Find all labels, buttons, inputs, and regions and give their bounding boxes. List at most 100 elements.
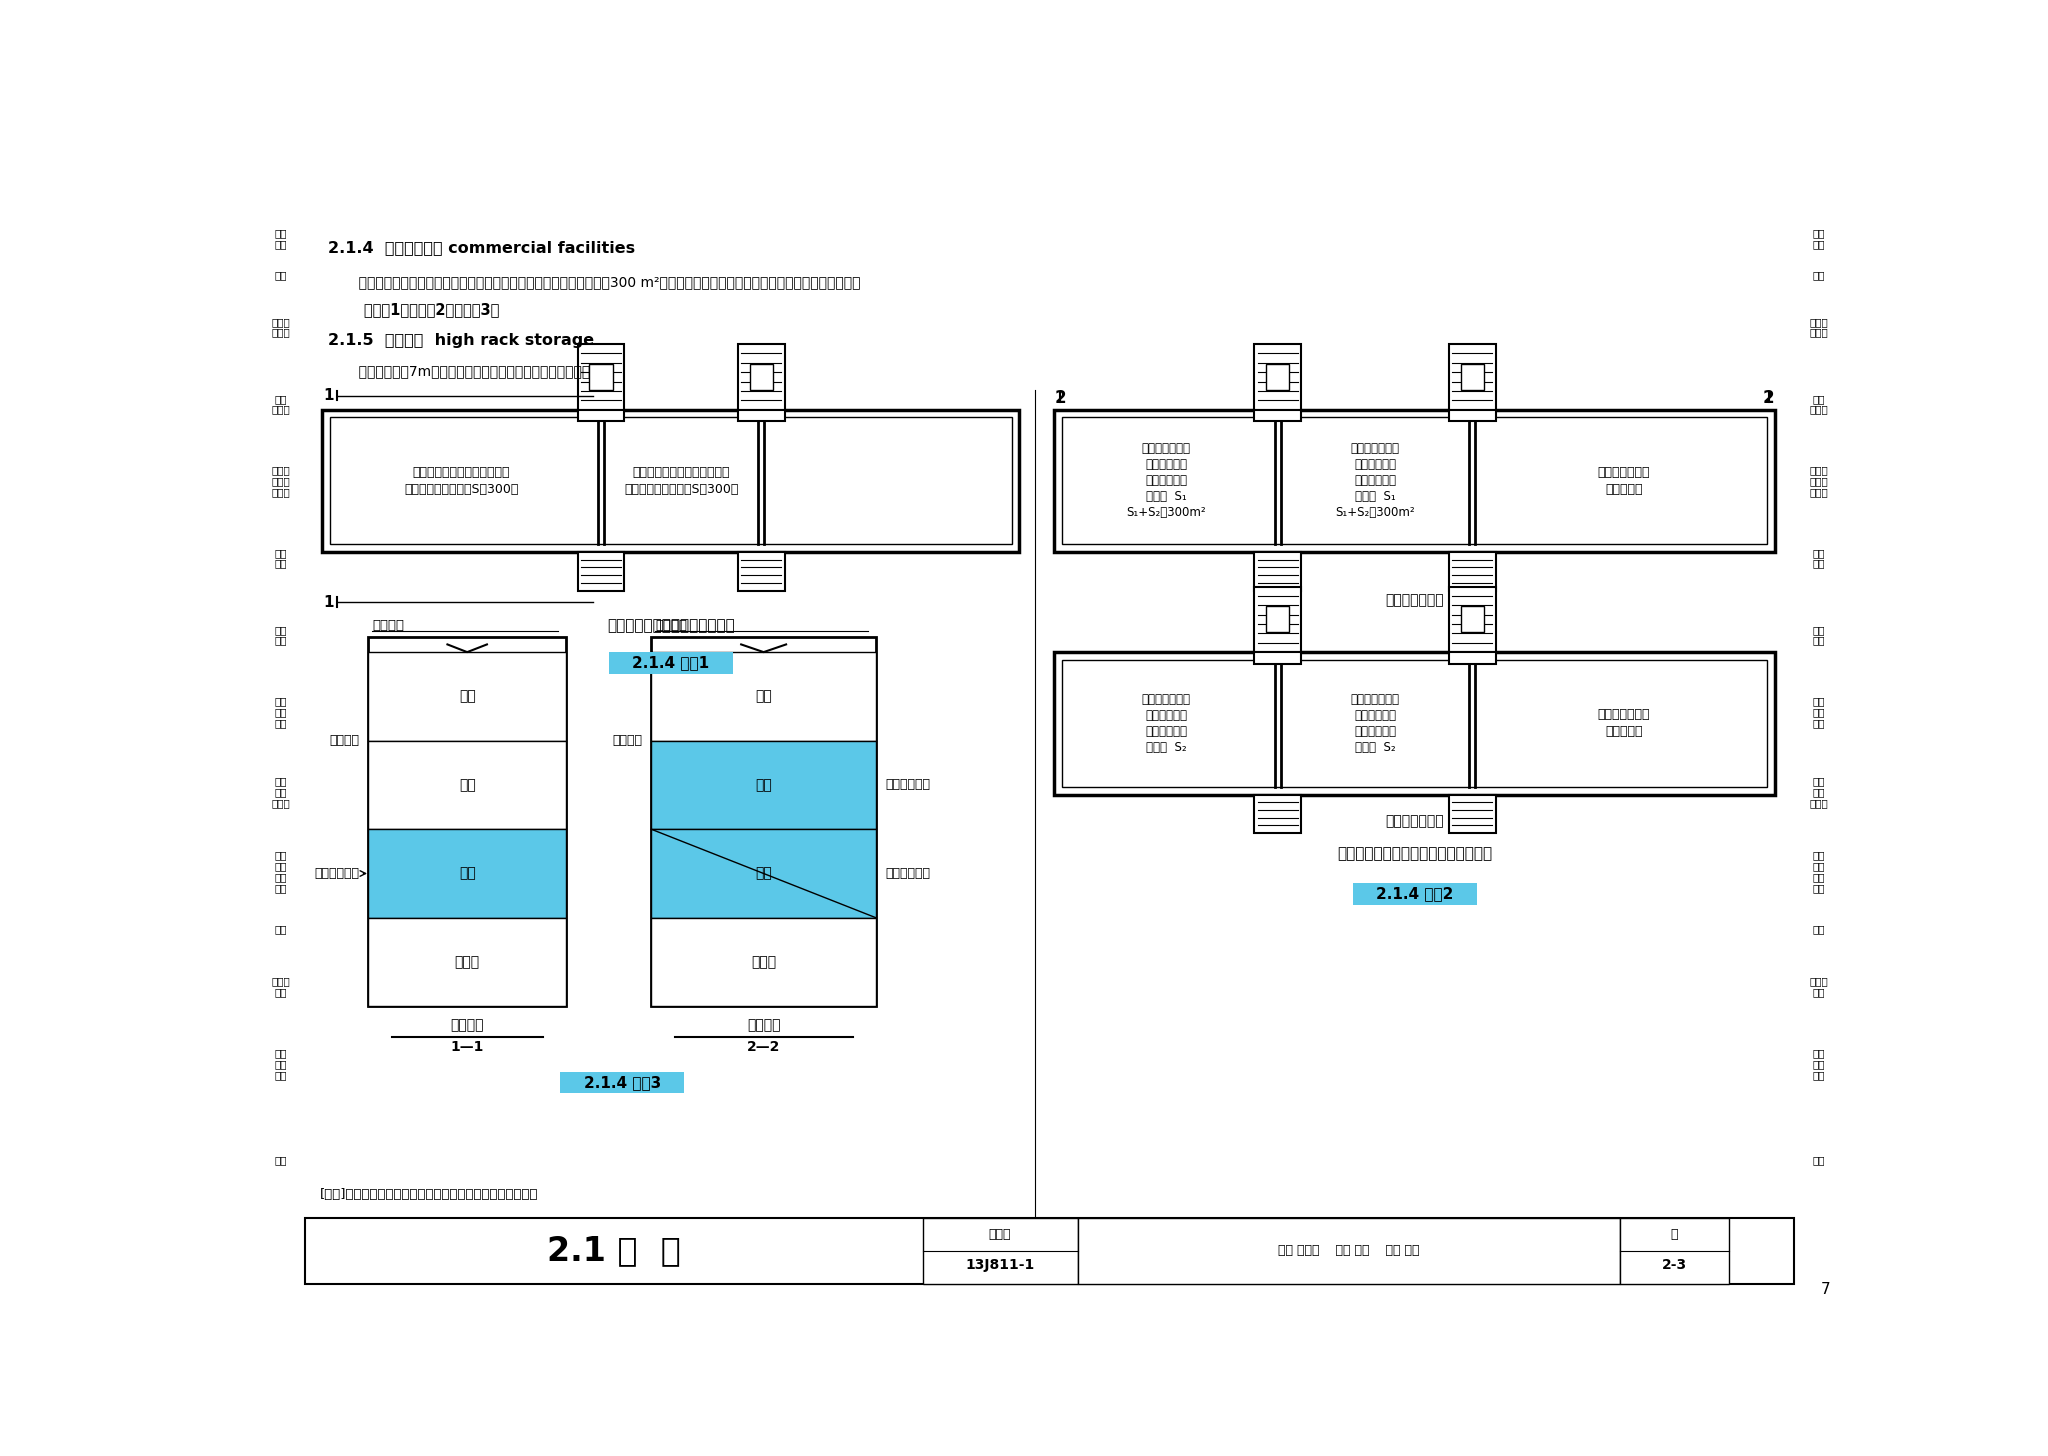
- Text: 1: 1: [324, 389, 334, 403]
- Bar: [1794, 1219, 1843, 1284]
- Text: 首层为商业服务网点的住宅建筑: 首层为商业服务网点的住宅建筑: [606, 617, 735, 633]
- Bar: [737, 552, 784, 591]
- Bar: [922, 1219, 1077, 1284]
- Bar: [369, 830, 565, 917]
- Bar: [1055, 409, 1776, 552]
- Bar: [578, 409, 625, 421]
- Bar: [1450, 409, 1495, 421]
- Text: 商业服务网点: 商业服务网点: [313, 866, 358, 879]
- Bar: [608, 652, 733, 674]
- Text: 2.1.4 图示1: 2.1.4 图示1: [633, 655, 709, 670]
- Text: 灭火
设施
救援: 灭火 设施 救援: [274, 696, 287, 728]
- Bar: [651, 917, 877, 1006]
- Text: 厂和
仓房库: 厂和 仓房库: [270, 393, 289, 415]
- Text: 木结构
建筑: 木结构 建筑: [1810, 977, 1829, 997]
- Bar: [369, 652, 565, 741]
- Bar: [1255, 344, 1300, 409]
- Bar: [256, 443, 305, 520]
- Bar: [651, 636, 877, 1006]
- Text: 设置在住宅建筑的首层或首层及二层，每个分隔单元建筑面积不大于300 m²的商店、邮政所、储蓄所、理发店等小型营业性用房。: 设置在住宅建筑的首层或首层及二层，每个分隔单元建筑面积不大于300 m²的商店、…: [328, 275, 860, 290]
- Bar: [750, 364, 772, 390]
- Text: 电气: 电气: [274, 925, 287, 935]
- Bar: [1255, 587, 1300, 652]
- Text: 2—2: 2—2: [748, 1040, 780, 1054]
- Text: 2-3: 2-3: [1661, 1258, 1688, 1273]
- Text: 商店、邮政所、
储蓄所、理发
店等小型营业
性用房  S₁
S₁+S₂＜300m²: 商店、邮政所、 储蓄所、理发 店等小型营业 性用房 S₁ S₁+S₂＜300m²: [1335, 443, 1415, 520]
- Bar: [1255, 552, 1300, 591]
- Text: 商店、邮政所、
储蓄所、理发
店等小型营业
性用房  S₂: 商店、邮政所、 储蓄所、理发 店等小型营业 性用房 S₂: [1350, 693, 1399, 754]
- Text: 2.1.4  商业服务网点 commercial facilities: 2.1.4 商业服务网点 commercial facilities: [328, 240, 635, 255]
- Bar: [1794, 1025, 1843, 1102]
- Bar: [256, 1025, 305, 1102]
- Bar: [369, 636, 565, 1006]
- Bar: [1794, 674, 1843, 751]
- Text: 甲乙丙
液气体
储罐区: 甲乙丙 液气体 储罐区: [1810, 466, 1829, 496]
- Text: 首层: 首层: [459, 866, 475, 881]
- Text: 2: 2: [1763, 389, 1776, 408]
- Bar: [561, 1072, 684, 1093]
- Text: 2.1.4 图示2: 2.1.4 图示2: [1376, 887, 1454, 901]
- Bar: [369, 917, 565, 1006]
- Bar: [256, 597, 305, 674]
- Bar: [369, 741, 565, 830]
- Text: 首层: 首层: [756, 866, 772, 881]
- Text: 页: 页: [1671, 1227, 1677, 1241]
- Bar: [256, 948, 305, 1025]
- Text: 居住部分: 居住部分: [373, 619, 403, 632]
- Text: 城市
交通
隧道: 城市 交通 隧道: [274, 1048, 287, 1080]
- Bar: [1794, 520, 1843, 597]
- Text: 商店、邮政所、
储蓄所、理发
店等小型营业
性用房  S₂: 商店、邮政所、 储蓄所、理发 店等小型营业 性用房 S₂: [1141, 693, 1190, 754]
- Text: 二层: 二层: [459, 778, 475, 792]
- Bar: [1794, 288, 1843, 365]
- Bar: [737, 344, 784, 409]
- Text: 13J811-1: 13J811-1: [965, 1258, 1034, 1273]
- Text: 总术符
则语号: 总术符 则语号: [1810, 317, 1829, 338]
- Bar: [590, 364, 612, 390]
- Bar: [1794, 910, 1843, 948]
- Bar: [256, 833, 305, 910]
- Text: 民用
建筑: 民用 建筑: [274, 547, 287, 569]
- Bar: [1794, 948, 1843, 1025]
- Text: 甲乙丙
液气体
储罐区: 甲乙丙 液气体 储罐区: [270, 466, 289, 496]
- Bar: [322, 409, 1020, 552]
- Bar: [651, 741, 877, 830]
- Text: 居住部分: 居住部分: [612, 734, 641, 747]
- Text: 2.1.5  高架仓库  high rack storage: 2.1.5 高架仓库 high rack storage: [328, 333, 594, 348]
- Text: 建筑
构造: 建筑 构造: [1812, 625, 1825, 645]
- Text: 商业服务网点: 商业服务网点: [885, 779, 930, 792]
- Text: 住宅建筑: 住宅建筑: [748, 1019, 780, 1032]
- Text: 附录: 附录: [1812, 1155, 1825, 1165]
- Bar: [1352, 884, 1477, 904]
- Bar: [1450, 344, 1495, 409]
- Text: 商店、邮政所、储蓄所、理发
店等小型营业性用房S＜300㎡: 商店、邮政所、储蓄所、理发 店等小型营业性用房S＜300㎡: [625, 466, 737, 496]
- Text: 居住部分: 居住部分: [330, 734, 358, 747]
- Bar: [1255, 409, 1300, 421]
- Text: 编制
说明: 编制 说明: [274, 229, 287, 249]
- Bar: [1794, 751, 1843, 833]
- Text: 审核 蔡昭昀    校对 张嘉    设计 李笺: 审核 蔡昭昀 校对 张嘉 设计 李笺: [1278, 1245, 1419, 1258]
- Text: 电气: 电气: [1812, 925, 1825, 935]
- Bar: [1620, 1219, 1729, 1284]
- Bar: [1077, 1219, 1620, 1284]
- Text: 首层平面示意图: 首层平面示意图: [1384, 593, 1444, 607]
- Text: 目录: 目录: [274, 269, 287, 280]
- Bar: [1794, 597, 1843, 674]
- Bar: [256, 1102, 305, 1219]
- Bar: [651, 652, 877, 741]
- Text: 城市
交通
隧道: 城市 交通 隧道: [1812, 1048, 1825, 1080]
- Bar: [737, 409, 784, 421]
- Bar: [578, 344, 625, 409]
- Text: 三层: 三层: [459, 689, 475, 703]
- Text: 木结构
建筑: 木结构 建筑: [270, 977, 289, 997]
- Bar: [1794, 365, 1843, 443]
- Text: 建筑
构造: 建筑 构造: [274, 625, 287, 645]
- Bar: [256, 751, 305, 833]
- Bar: [256, 910, 305, 948]
- Text: 商业服务网点: 商业服务网点: [885, 866, 930, 879]
- Bar: [256, 288, 305, 365]
- Text: 【图示1】【图示2】【图示3】: 【图示1】【图示2】【图示3】: [328, 301, 500, 317]
- Bar: [1266, 364, 1290, 390]
- Bar: [1794, 1102, 1843, 1219]
- Text: 小型营业性用房
或住宅建筑: 小型营业性用房 或住宅建筑: [1597, 466, 1651, 496]
- Bar: [1063, 660, 1767, 786]
